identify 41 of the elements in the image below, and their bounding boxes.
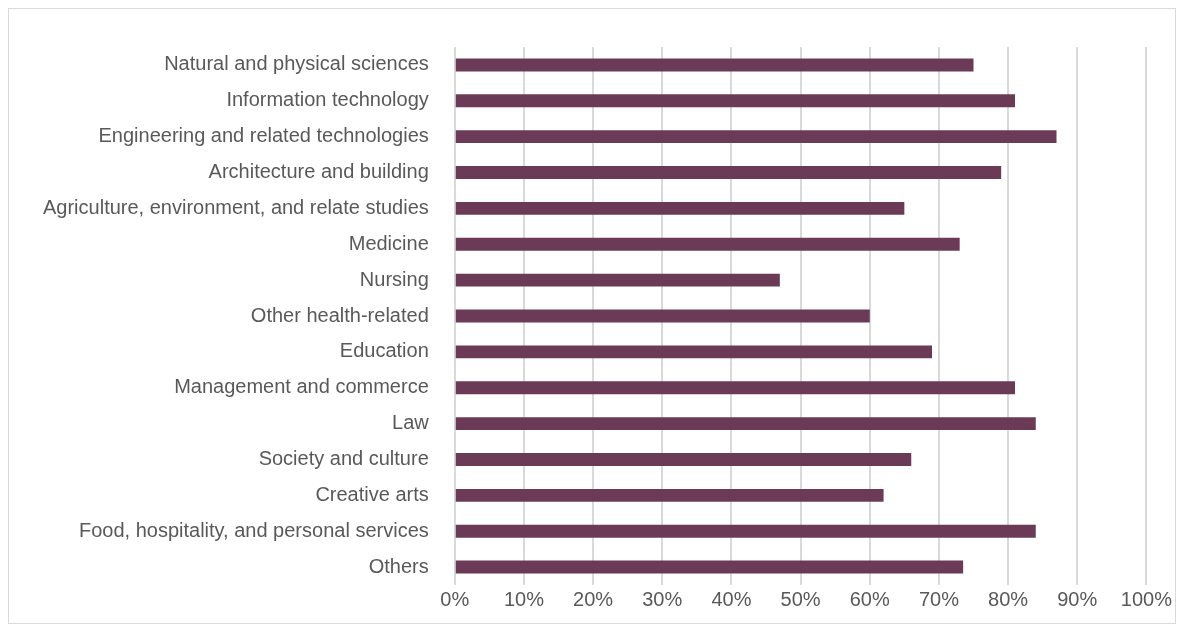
bar bbox=[455, 524, 1036, 538]
y-tick-label: Engineering and related technologies bbox=[98, 124, 429, 147]
x-tick-label: 40% bbox=[711, 587, 752, 610]
x-tick-label: 80% bbox=[988, 587, 1029, 610]
y-tick-label: Others bbox=[368, 554, 429, 577]
bar bbox=[455, 381, 1016, 395]
y-tick-label: Nursing bbox=[359, 267, 429, 290]
bar bbox=[455, 417, 1036, 431]
bar bbox=[455, 166, 1002, 179]
y-tick-label: Other health-related bbox=[250, 303, 429, 326]
y-tick-label: Management and commerce bbox=[174, 375, 429, 398]
bar bbox=[455, 130, 1057, 144]
bar bbox=[455, 560, 964, 574]
x-tick-label: 50% bbox=[780, 587, 821, 610]
x-tick-label: 70% bbox=[918, 587, 960, 610]
y-tick-label: Agriculture, environment, and relate studies bbox=[43, 195, 429, 218]
y-tick-label: Information technology bbox=[226, 88, 429, 111]
bar bbox=[455, 273, 780, 287]
x-tick-label: 0% bbox=[440, 587, 470, 610]
bar bbox=[455, 58, 974, 72]
x-tick-label: 90% bbox=[1057, 587, 1098, 610]
bar bbox=[455, 94, 1016, 108]
y-tick-label: Architecture and building bbox=[208, 160, 429, 183]
y-tick-label: Creative arts bbox=[315, 482, 429, 505]
bar bbox=[455, 237, 960, 251]
bar bbox=[455, 345, 933, 359]
x-tick-label: 20% bbox=[573, 587, 614, 610]
y-tick-label: Food, hospitality, and personal services bbox=[78, 518, 429, 541]
x-tick-label: 10% bbox=[503, 587, 545, 610]
bar bbox=[455, 309, 870, 323]
y-tick-label: Natural and physical sciences bbox=[164, 52, 429, 75]
bar bbox=[455, 453, 912, 466]
x-tick-label: 60% bbox=[849, 587, 890, 610]
bar bbox=[455, 488, 884, 502]
bar bbox=[455, 201, 905, 215]
x-tick-label: 100% bbox=[1120, 587, 1173, 610]
y-tick-label: Society and culture bbox=[258, 446, 429, 469]
x-tick-label: 30% bbox=[642, 587, 683, 610]
y-tick-label: Law bbox=[392, 411, 430, 434]
y-tick-label: Education bbox=[339, 339, 429, 362]
y-tick-label: Medicine bbox=[348, 231, 429, 254]
